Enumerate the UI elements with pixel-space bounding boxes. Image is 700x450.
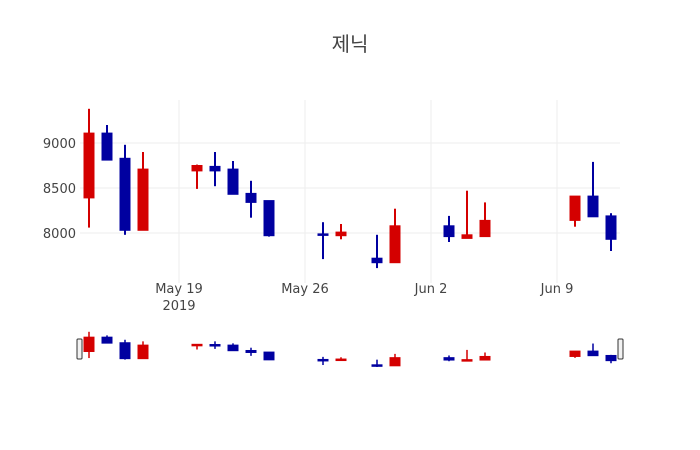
candle (227, 343, 239, 352)
candle (119, 339, 131, 360)
gridlines (80, 100, 620, 283)
y-tick-label: 9000 (43, 137, 76, 152)
chart-title: 제닉 (331, 32, 369, 56)
candle (209, 152, 221, 187)
candle (209, 341, 221, 349)
candle (443, 355, 455, 362)
candle (317, 222, 329, 260)
x-tick-label: May 26 (281, 282, 329, 297)
range-slider-handle-left[interactable] (76, 338, 83, 360)
candle (587, 343, 599, 357)
candles-main (83, 108, 617, 269)
candle (389, 353, 401, 367)
candle (83, 331, 95, 359)
candle (245, 180, 257, 218)
candle (479, 202, 491, 238)
candle (191, 164, 203, 189)
candle (191, 343, 203, 350)
candle (461, 349, 473, 362)
candle (245, 347, 257, 356)
range-slider-candles (83, 331, 617, 368)
y-axis: 8000 8500 9000 (43, 137, 76, 242)
candle (263, 351, 275, 361)
candle (371, 234, 383, 269)
candle (389, 208, 401, 264)
candle (317, 356, 329, 366)
candle (101, 125, 113, 161)
y-tick-label: 8000 (43, 227, 76, 242)
candle (101, 335, 113, 344)
range-slider[interactable] (76, 331, 624, 368)
y-tick-label: 8500 (43, 182, 76, 197)
candle (371, 359, 383, 368)
candle (605, 354, 617, 364)
candle (605, 213, 617, 251)
candle (335, 357, 347, 362)
candle (137, 341, 149, 360)
x-tick-label: May 19 (155, 282, 203, 297)
candle (461, 190, 473, 239)
candle (83, 108, 95, 228)
candle (587, 161, 599, 218)
candle (569, 350, 581, 358)
range-slider-handle-right[interactable] (617, 338, 624, 360)
candle (443, 215, 455, 242)
candle (227, 161, 239, 195)
x-axis: May 19 2019 May 26 Jun 2 Jun 9 (155, 282, 573, 314)
candle (479, 352, 491, 361)
x-tick-label: Jun 2 (414, 282, 448, 297)
x-tick-label: Jun 9 (540, 282, 574, 297)
candle (263, 200, 275, 237)
candle (137, 152, 149, 231)
x-tick-year-label: 2019 (162, 299, 195, 314)
candle (335, 224, 347, 240)
candle (119, 144, 131, 235)
candle (569, 195, 581, 227)
